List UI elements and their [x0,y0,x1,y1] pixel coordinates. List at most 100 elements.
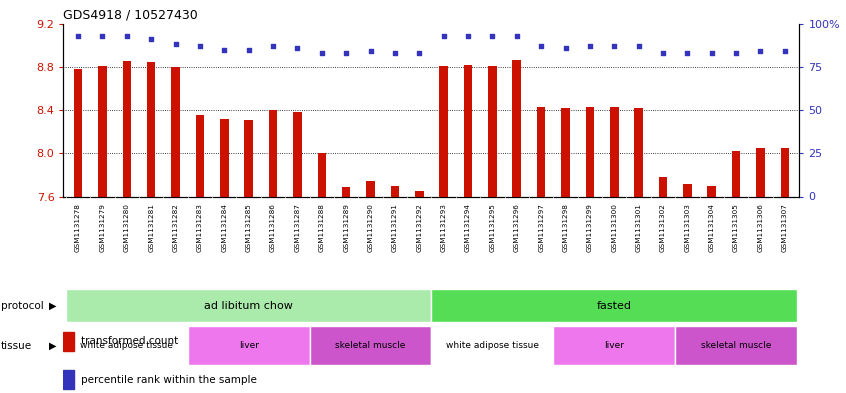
Bar [63,332,74,351]
Point [364,48,377,54]
Text: ▶: ▶ [49,341,57,351]
Text: GSM1131278: GSM1131278 [75,204,81,252]
Bar [659,177,667,196]
Text: GSM1131287: GSM1131287 [294,204,300,252]
Text: GSM1131286: GSM1131286 [270,204,276,252]
Text: GSM1131295: GSM1131295 [489,204,496,252]
Text: GSM1131291: GSM1131291 [392,204,398,252]
Bar [634,108,643,196]
Point [242,46,255,53]
Text: percentile rank within the sample: percentile rank within the sample [81,375,257,385]
Point [754,48,767,54]
Bar [675,326,797,365]
Bar [147,62,156,196]
Text: liver: liver [604,342,624,350]
Bar [610,107,618,196]
Point [315,50,328,56]
Point [96,33,109,39]
Point [339,50,353,56]
Text: GSM1131280: GSM1131280 [124,204,129,252]
Point [632,43,645,49]
Text: skeletal muscle: skeletal muscle [701,342,772,350]
Bar [366,182,375,196]
Bar [269,110,277,196]
Bar [310,326,431,365]
Text: ▶: ▶ [49,301,57,310]
Text: skeletal muscle: skeletal muscle [335,342,406,350]
Bar [488,66,497,196]
Point [71,33,85,39]
Bar [244,120,253,196]
Bar [415,191,424,196]
Bar [123,61,131,196]
Point [656,50,670,56]
Text: protocol: protocol [1,301,44,310]
Point [558,45,572,51]
Bar [195,116,204,196]
Text: GSM1131306: GSM1131306 [757,204,763,252]
Bar [220,119,228,196]
Bar [294,112,302,196]
Text: GSM1131294: GSM1131294 [465,204,471,252]
Bar [317,153,326,196]
Bar [98,66,107,196]
Text: GSM1131292: GSM1131292 [416,204,422,252]
Point [120,33,134,39]
Text: GSM1131285: GSM1131285 [245,204,251,252]
Point [607,43,621,49]
Text: ad libitum chow: ad libitum chow [204,301,293,310]
Text: GSM1131307: GSM1131307 [782,204,788,252]
Text: GSM1131290: GSM1131290 [367,204,374,252]
Bar [66,326,188,365]
Bar [188,326,310,365]
Text: GSM1131279: GSM1131279 [100,204,106,252]
Text: GSM1131304: GSM1131304 [709,204,715,252]
Bar [464,65,472,196]
Point [486,33,499,39]
Point [680,50,694,56]
Point [510,33,524,39]
Point [291,45,305,51]
Bar [781,148,789,196]
Text: white adipose tissue: white adipose tissue [446,342,539,350]
Text: GSM1131283: GSM1131283 [197,204,203,252]
Text: GSM1131300: GSM1131300 [612,204,618,252]
Bar [342,187,350,196]
Bar [513,61,521,196]
Point [145,36,158,42]
Bar [74,69,82,196]
Bar [431,289,797,322]
Text: transformed count: transformed count [81,336,179,346]
Bar [707,186,716,196]
Text: GSM1131297: GSM1131297 [538,204,544,252]
Text: GSM1131303: GSM1131303 [684,204,690,252]
Point [705,50,718,56]
Text: liver: liver [239,342,259,350]
Point [583,43,596,49]
Text: GSM1131305: GSM1131305 [733,204,739,252]
Text: GSM1131282: GSM1131282 [173,204,179,252]
Text: GSM1131281: GSM1131281 [148,204,154,252]
Text: GSM1131302: GSM1131302 [660,204,666,252]
Bar [683,184,692,196]
Point [266,43,280,49]
Text: GSM1131299: GSM1131299 [587,204,593,252]
Text: GSM1131298: GSM1131298 [563,204,569,252]
Text: GSM1131301: GSM1131301 [635,204,641,252]
Bar [561,108,569,196]
Text: GSM1131296: GSM1131296 [514,204,519,252]
Text: GDS4918 / 10527430: GDS4918 / 10527430 [63,8,198,21]
Bar [431,326,553,365]
Point [193,43,206,49]
Text: GSM1131289: GSM1131289 [343,204,349,252]
Point [437,33,450,39]
Text: fasted: fasted [596,301,632,310]
Bar [439,66,448,196]
Bar [553,326,675,365]
Text: white adipose tissue: white adipose tissue [80,342,173,350]
Point [413,50,426,56]
Bar [63,370,74,389]
Bar [66,289,431,322]
Bar [732,151,740,196]
Bar [171,67,180,196]
